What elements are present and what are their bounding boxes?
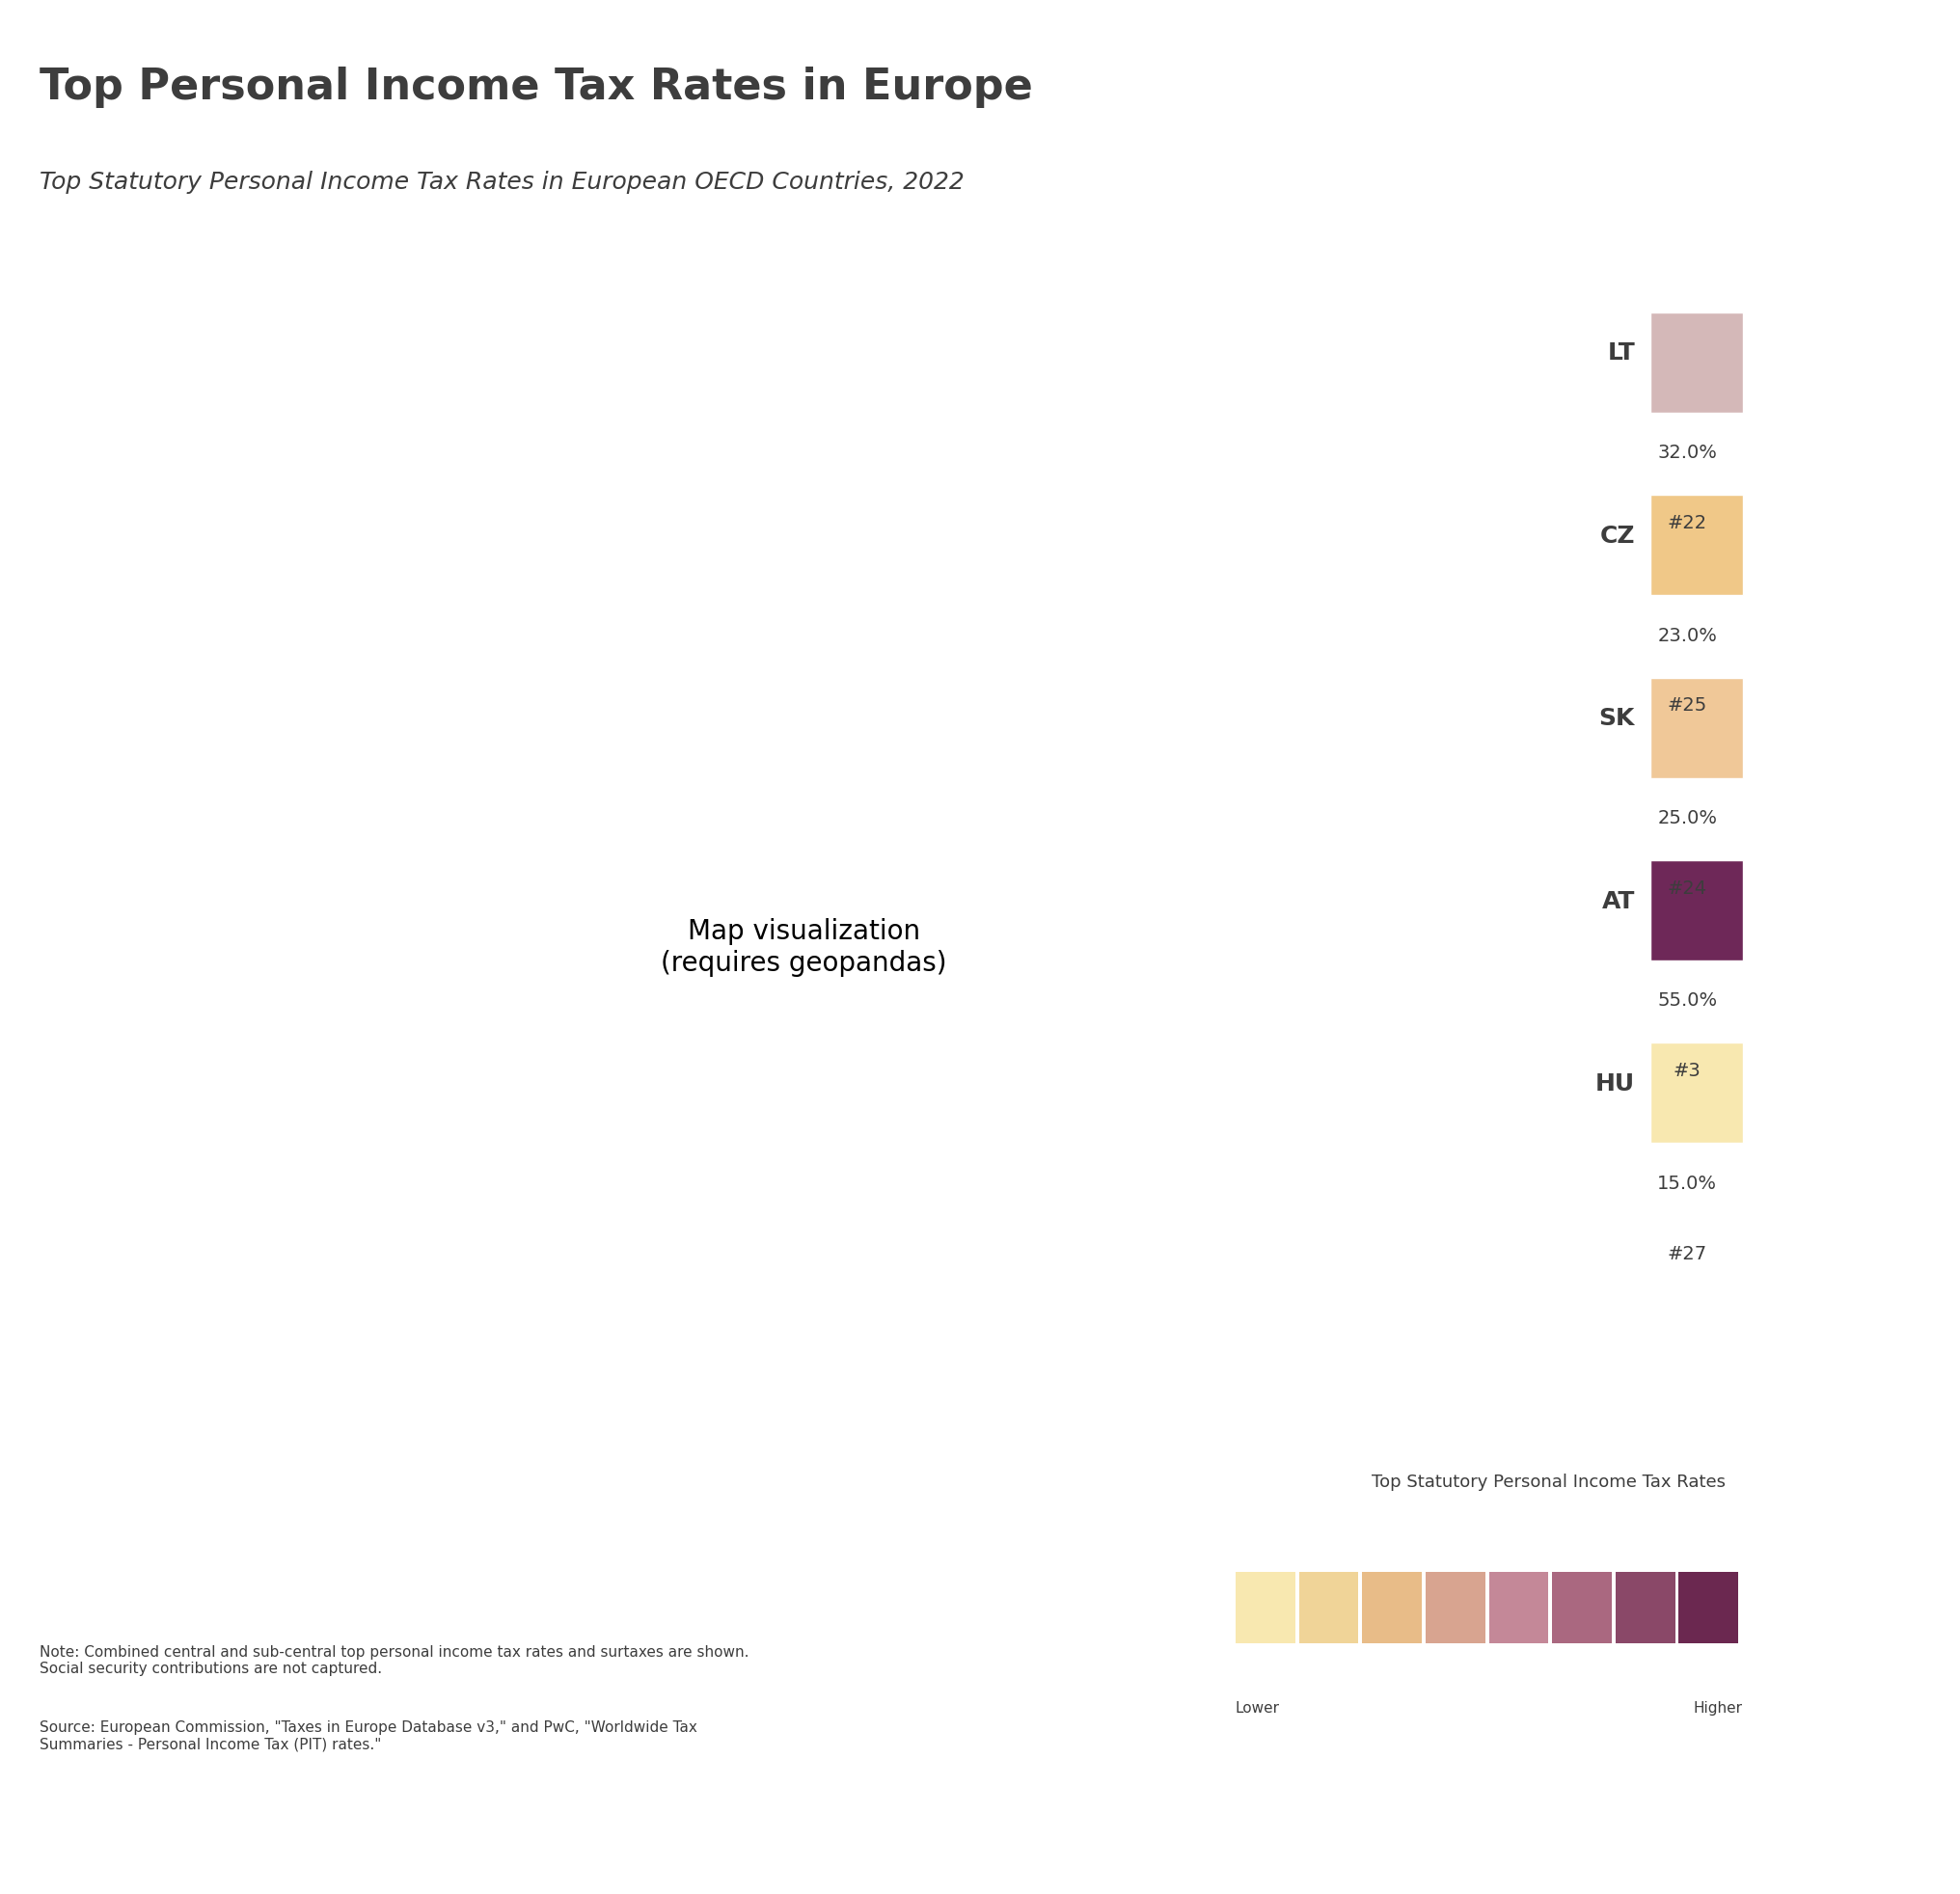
- Text: Higher: Higher: [1693, 1701, 1742, 1714]
- Text: Note: Combined central and sub-central top personal income tax rates and surtaxe: Note: Combined central and sub-central t…: [39, 1644, 749, 1674]
- FancyBboxPatch shape: [1299, 1572, 1358, 1642]
- Text: LT: LT: [1607, 341, 1635, 366]
- FancyBboxPatch shape: [1650, 1044, 1742, 1144]
- Text: CZ: CZ: [1599, 525, 1635, 547]
- Text: #25: #25: [1668, 697, 1707, 714]
- Text: #24: #24: [1668, 879, 1707, 898]
- FancyBboxPatch shape: [1425, 1572, 1486, 1642]
- FancyBboxPatch shape: [1650, 313, 1742, 413]
- Text: Source: European Commission, "Taxes in Europe Database v3," and PwC, "Worldwide : Source: European Commission, "Taxes in E…: [39, 1720, 698, 1750]
- FancyBboxPatch shape: [1490, 1572, 1548, 1642]
- FancyBboxPatch shape: [1615, 1572, 1676, 1642]
- Text: AT: AT: [1601, 888, 1635, 913]
- Text: 15.0%: 15.0%: [1658, 1174, 1717, 1191]
- Text: Map visualization
(requires geopandas): Map visualization (requires geopandas): [661, 919, 947, 975]
- Text: #27: #27: [1668, 1244, 1707, 1261]
- Text: 23.0%: 23.0%: [1658, 627, 1717, 644]
- Text: @TaxFoundation: @TaxFoundation: [1744, 1841, 1921, 1862]
- Text: 55.0%: 55.0%: [1658, 991, 1717, 1010]
- Text: Top Statutory Personal Income Tax Rates: Top Statutory Personal Income Tax Rates: [1372, 1474, 1725, 1491]
- FancyBboxPatch shape: [1552, 1572, 1611, 1642]
- Text: TAX FOUNDATION: TAX FOUNDATION: [39, 1841, 253, 1862]
- FancyBboxPatch shape: [1650, 678, 1742, 778]
- Text: 32.0%: 32.0%: [1658, 443, 1717, 462]
- Text: SK: SK: [1599, 706, 1635, 729]
- FancyBboxPatch shape: [1235, 1572, 1296, 1642]
- FancyBboxPatch shape: [1650, 496, 1742, 597]
- FancyBboxPatch shape: [1678, 1572, 1739, 1642]
- Text: Top Personal Income Tax Rates in Europe: Top Personal Income Tax Rates in Europe: [39, 66, 1033, 108]
- Text: 25.0%: 25.0%: [1658, 809, 1717, 828]
- Text: Top Statutory Personal Income Tax Rates in European OECD Countries, 2022: Top Statutory Personal Income Tax Rates …: [39, 170, 964, 193]
- FancyBboxPatch shape: [1362, 1572, 1421, 1642]
- Text: #3: #3: [1674, 1061, 1701, 1080]
- Text: HU: HU: [1595, 1072, 1635, 1095]
- FancyBboxPatch shape: [1650, 860, 1742, 960]
- Text: Lower: Lower: [1235, 1701, 1280, 1714]
- Text: #22: #22: [1668, 513, 1707, 532]
